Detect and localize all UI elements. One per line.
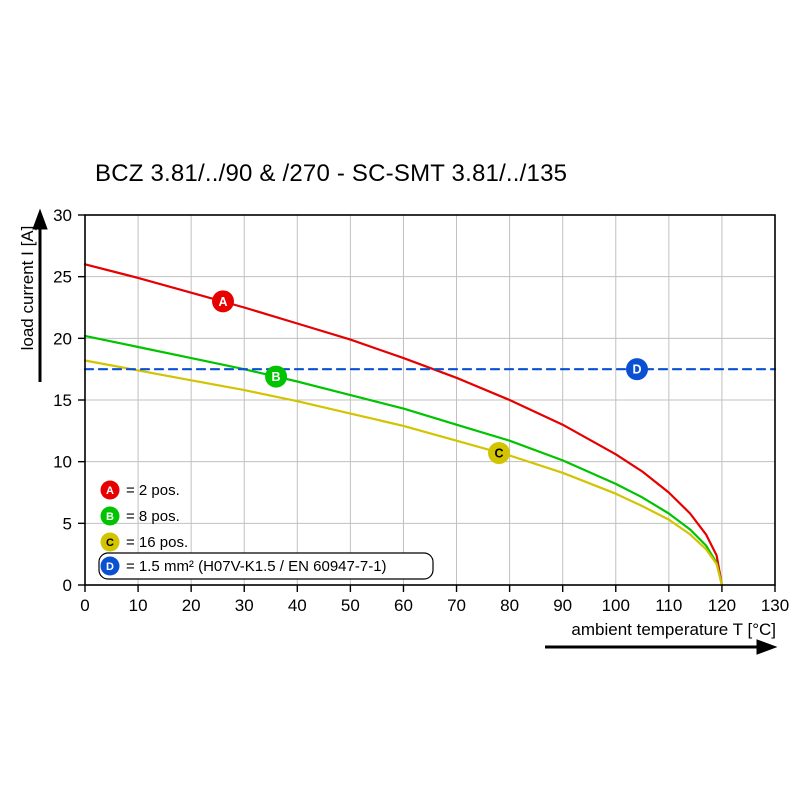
svg-text:D: D bbox=[106, 561, 114, 573]
svg-text:50: 50 bbox=[341, 596, 360, 615]
legend-item-B: B = 8 pos. bbox=[100, 506, 180, 526]
chart-title: BCZ 3.81/../90 & /270 - SC-SMT 3.81/../1… bbox=[95, 160, 568, 187]
series-marker-D-icon: D bbox=[626, 358, 648, 381]
gridlines bbox=[85, 215, 775, 585]
legend-item-C: C = 16 pos. bbox=[100, 532, 188, 552]
legend-box bbox=[98, 552, 434, 580]
legend: A = 2 pos. B = 8 pos. C = 16 pos. D = 1.5 mm² (… bbox=[98, 480, 434, 580]
svg-text:B: B bbox=[106, 511, 114, 523]
svg-text:100: 100 bbox=[602, 596, 630, 615]
series-marker-C-icon: C bbox=[488, 442, 510, 465]
y-axis-label: load current I [A] bbox=[18, 225, 37, 351]
svg-text:0: 0 bbox=[63, 576, 72, 595]
x-tick-labels: 0 10 20 30 40 50 60 70 80 90 100 110 120 130 bbox=[80, 596, 789, 615]
svg-text:15: 15 bbox=[53, 391, 72, 410]
svg-text:80: 80 bbox=[500, 596, 519, 615]
svg-text:A: A bbox=[218, 295, 227, 309]
legend-item-D: D = 1.5 mm² (H07V-K1.5 / EN 60947-7-1) bbox=[98, 552, 434, 580]
svg-text:C: C bbox=[494, 447, 503, 461]
series-line-B bbox=[83, 334, 724, 587]
svg-text:B: B bbox=[272, 370, 281, 384]
svg-text:A: A bbox=[106, 485, 114, 497]
svg-text:130: 130 bbox=[761, 596, 789, 615]
svg-text:5: 5 bbox=[63, 514, 72, 533]
legend-marker-B-icon bbox=[100, 506, 120, 526]
legend-marker-D-icon bbox=[100, 556, 120, 576]
legend-item-A: A = 2 pos. bbox=[100, 480, 180, 500]
axis-arrows bbox=[32, 208, 778, 655]
y-tick-labels: 0 5 10 15 20 25 30 bbox=[53, 206, 72, 595]
svg-text:70: 70 bbox=[447, 596, 466, 615]
svg-text:40: 40 bbox=[288, 596, 307, 615]
axis-ticks bbox=[78, 214, 776, 592]
legend-label-A: = 2 pos. bbox=[126, 482, 180, 499]
svg-text:20: 20 bbox=[182, 596, 201, 615]
svg-text:120: 120 bbox=[708, 596, 736, 615]
legend-label-D: = 1.5 mm² (H07V-K1.5 / EN 60947-7-1) bbox=[126, 558, 387, 575]
svg-text:30: 30 bbox=[235, 596, 254, 615]
svg-text:C: C bbox=[106, 537, 114, 549]
legend-marker-C-icon bbox=[100, 532, 120, 552]
svg-text:25: 25 bbox=[53, 268, 72, 287]
svg-text:0: 0 bbox=[80, 596, 89, 615]
legend-label-C: = 16 pos. bbox=[126, 534, 188, 551]
svg-text:110: 110 bbox=[655, 596, 682, 615]
legend-marker-A-icon bbox=[100, 480, 120, 500]
legend-label-B: = 8 pos. bbox=[126, 508, 180, 525]
series-marker-B-icon: B bbox=[265, 365, 288, 388]
series-curves bbox=[83, 263, 777, 587]
x-axis-label: ambient temperature T [°C] bbox=[571, 620, 776, 639]
svg-text:30: 30 bbox=[53, 206, 72, 225]
svg-text:10: 10 bbox=[129, 596, 148, 615]
series-marker-A-icon: A bbox=[212, 290, 234, 313]
svg-text:10: 10 bbox=[53, 453, 72, 472]
svg-text:60: 60 bbox=[394, 596, 413, 615]
svg-text:20: 20 bbox=[53, 329, 72, 348]
svg-text:90: 90 bbox=[553, 596, 572, 615]
svg-text:D: D bbox=[632, 363, 641, 377]
